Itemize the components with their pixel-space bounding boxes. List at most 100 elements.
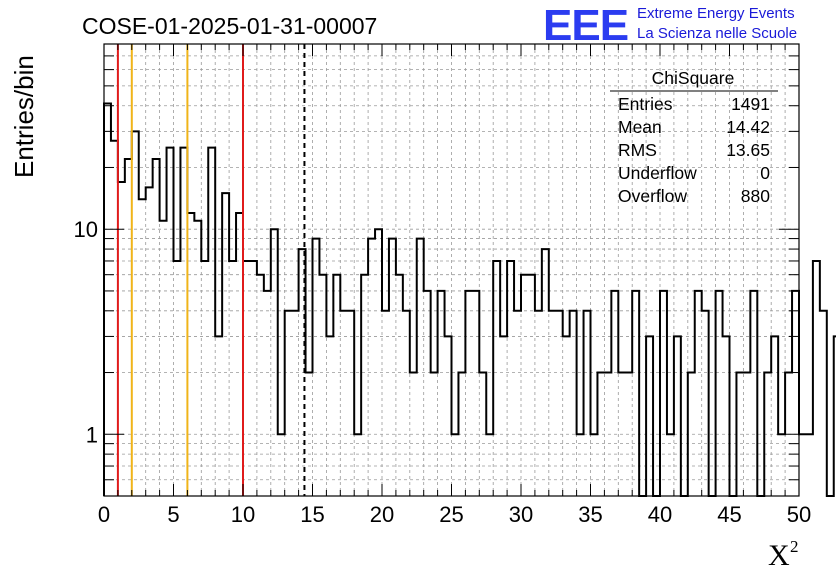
histogram-bin bbox=[403, 311, 410, 496]
histogram-bin bbox=[153, 159, 160, 496]
histogram-bin bbox=[236, 213, 243, 496]
histogram-bin bbox=[361, 275, 368, 496]
histogram-bin bbox=[160, 221, 167, 496]
x-tick-label: 5 bbox=[167, 502, 179, 527]
x-tick-label: 20 bbox=[370, 502, 394, 527]
histogram-bin bbox=[584, 311, 591, 496]
histogram-bin bbox=[271, 229, 278, 496]
histogram-bin bbox=[431, 373, 438, 496]
histogram-bin bbox=[285, 311, 292, 496]
stats-row-label: Entries bbox=[618, 94, 673, 114]
histogram-bin bbox=[146, 187, 153, 496]
histogram-bin bbox=[646, 336, 653, 496]
x-tick-label: 0 bbox=[98, 502, 110, 527]
histogram-bin bbox=[111, 141, 118, 496]
x-tick-label: 45 bbox=[717, 502, 741, 527]
histogram-bin bbox=[222, 193, 229, 496]
stats-row-label: Overflow bbox=[618, 186, 687, 206]
y-axis-title: Entries/bin bbox=[9, 55, 39, 178]
histogram-bin bbox=[702, 311, 709, 496]
histogram-bin bbox=[611, 291, 618, 496]
x-tick-label: 10 bbox=[231, 502, 255, 527]
histogram-bin bbox=[382, 311, 389, 496]
histogram-bin bbox=[465, 291, 472, 496]
x-tick-label: 30 bbox=[509, 502, 533, 527]
histogram-bin bbox=[292, 311, 299, 496]
histogram-bin bbox=[472, 291, 479, 496]
histogram-bin bbox=[201, 261, 208, 496]
x-tick-label: 40 bbox=[648, 502, 672, 527]
histogram-bin bbox=[389, 239, 396, 496]
histogram-bin bbox=[674, 336, 681, 496]
histogram-series bbox=[103, 102, 836, 497]
stats-row-label: Mean bbox=[618, 117, 662, 137]
histogram-bin bbox=[764, 373, 771, 496]
logo-mark: EEE bbox=[543, 1, 628, 50]
stats-box: ChiSquare Entries 1491 Mean 14.42 RMS 13.65 Un… bbox=[610, 68, 778, 206]
axis-ticks: 0 5 10 15 20 25 30 35 40 45 50 1 10 bbox=[74, 44, 811, 527]
x-tick-label: 15 bbox=[300, 502, 324, 527]
histogram-bin bbox=[799, 434, 806, 496]
histogram-bin bbox=[632, 291, 639, 496]
histogram-bin bbox=[229, 261, 236, 496]
histogram-bin bbox=[424, 291, 431, 496]
x-tick-label: 25 bbox=[439, 502, 463, 527]
histogram-bin bbox=[347, 311, 354, 496]
histogram-bin bbox=[736, 373, 743, 496]
histogram-bin bbox=[528, 275, 535, 496]
histogram-bin bbox=[521, 275, 528, 496]
histogram-bin bbox=[125, 159, 132, 496]
histogram-bin bbox=[278, 434, 285, 496]
histogram-bin bbox=[445, 336, 452, 496]
histogram-bin bbox=[208, 148, 215, 496]
histogram-bin bbox=[452, 434, 459, 496]
histogram-bin bbox=[368, 239, 375, 496]
histogram-bin bbox=[597, 373, 604, 496]
histogram-bin bbox=[250, 261, 257, 496]
histogram-bin bbox=[396, 275, 403, 496]
x-axis-title-superscript: 2 bbox=[790, 537, 799, 556]
histogram-bin bbox=[660, 291, 667, 496]
chart-title: COSE-01-2025-01-31-00007 bbox=[82, 13, 377, 39]
x-tick-label: 35 bbox=[578, 502, 602, 527]
histogram-bin bbox=[591, 434, 598, 496]
vertical-marker-lines bbox=[116, 44, 306, 496]
histogram-bin bbox=[570, 311, 577, 496]
histogram-bin bbox=[549, 311, 556, 496]
histogram-bin bbox=[750, 291, 757, 496]
histogram-bin bbox=[743, 373, 750, 496]
logo-line-2: La Scienza nelle Scuole bbox=[637, 25, 797, 42]
histogram-bin bbox=[820, 311, 827, 496]
histogram-bin bbox=[257, 275, 264, 496]
histogram-bin bbox=[326, 336, 333, 496]
stats-title: ChiSquare bbox=[652, 68, 735, 88]
histogram-bin bbox=[243, 261, 250, 496]
histogram-bin bbox=[264, 291, 271, 496]
histogram-bin bbox=[688, 373, 695, 496]
histogram-bin bbox=[604, 373, 611, 496]
histogram-bin bbox=[716, 291, 723, 496]
histogram-bin bbox=[194, 221, 201, 496]
histogram-bin bbox=[354, 434, 361, 496]
histogram-bin bbox=[535, 311, 542, 496]
histogram-bin bbox=[542, 249, 549, 496]
histogram-bin bbox=[410, 373, 417, 496]
histogram-bin bbox=[167, 148, 174, 496]
histogram-bin bbox=[340, 311, 347, 496]
histogram-bin bbox=[806, 434, 813, 496]
stats-row-value: 13.65 bbox=[726, 140, 770, 160]
histogram-bin bbox=[514, 311, 521, 496]
y-tick-label: 10 bbox=[74, 217, 98, 242]
histogram-bin bbox=[577, 434, 584, 496]
histogram-bin bbox=[139, 199, 146, 496]
histogram-bin bbox=[333, 275, 340, 496]
stats-row-value: 880 bbox=[741, 186, 770, 206]
eee-logo: EEE Extreme Energy Events La Scienza nel… bbox=[543, 1, 797, 50]
x-axis-title: X bbox=[768, 539, 790, 572]
x-tick-label: 50 bbox=[787, 502, 811, 527]
histogram-bin bbox=[187, 213, 194, 496]
histogram-bin bbox=[306, 373, 313, 496]
histogram-bin bbox=[556, 311, 563, 496]
histogram-bin bbox=[792, 291, 799, 496]
